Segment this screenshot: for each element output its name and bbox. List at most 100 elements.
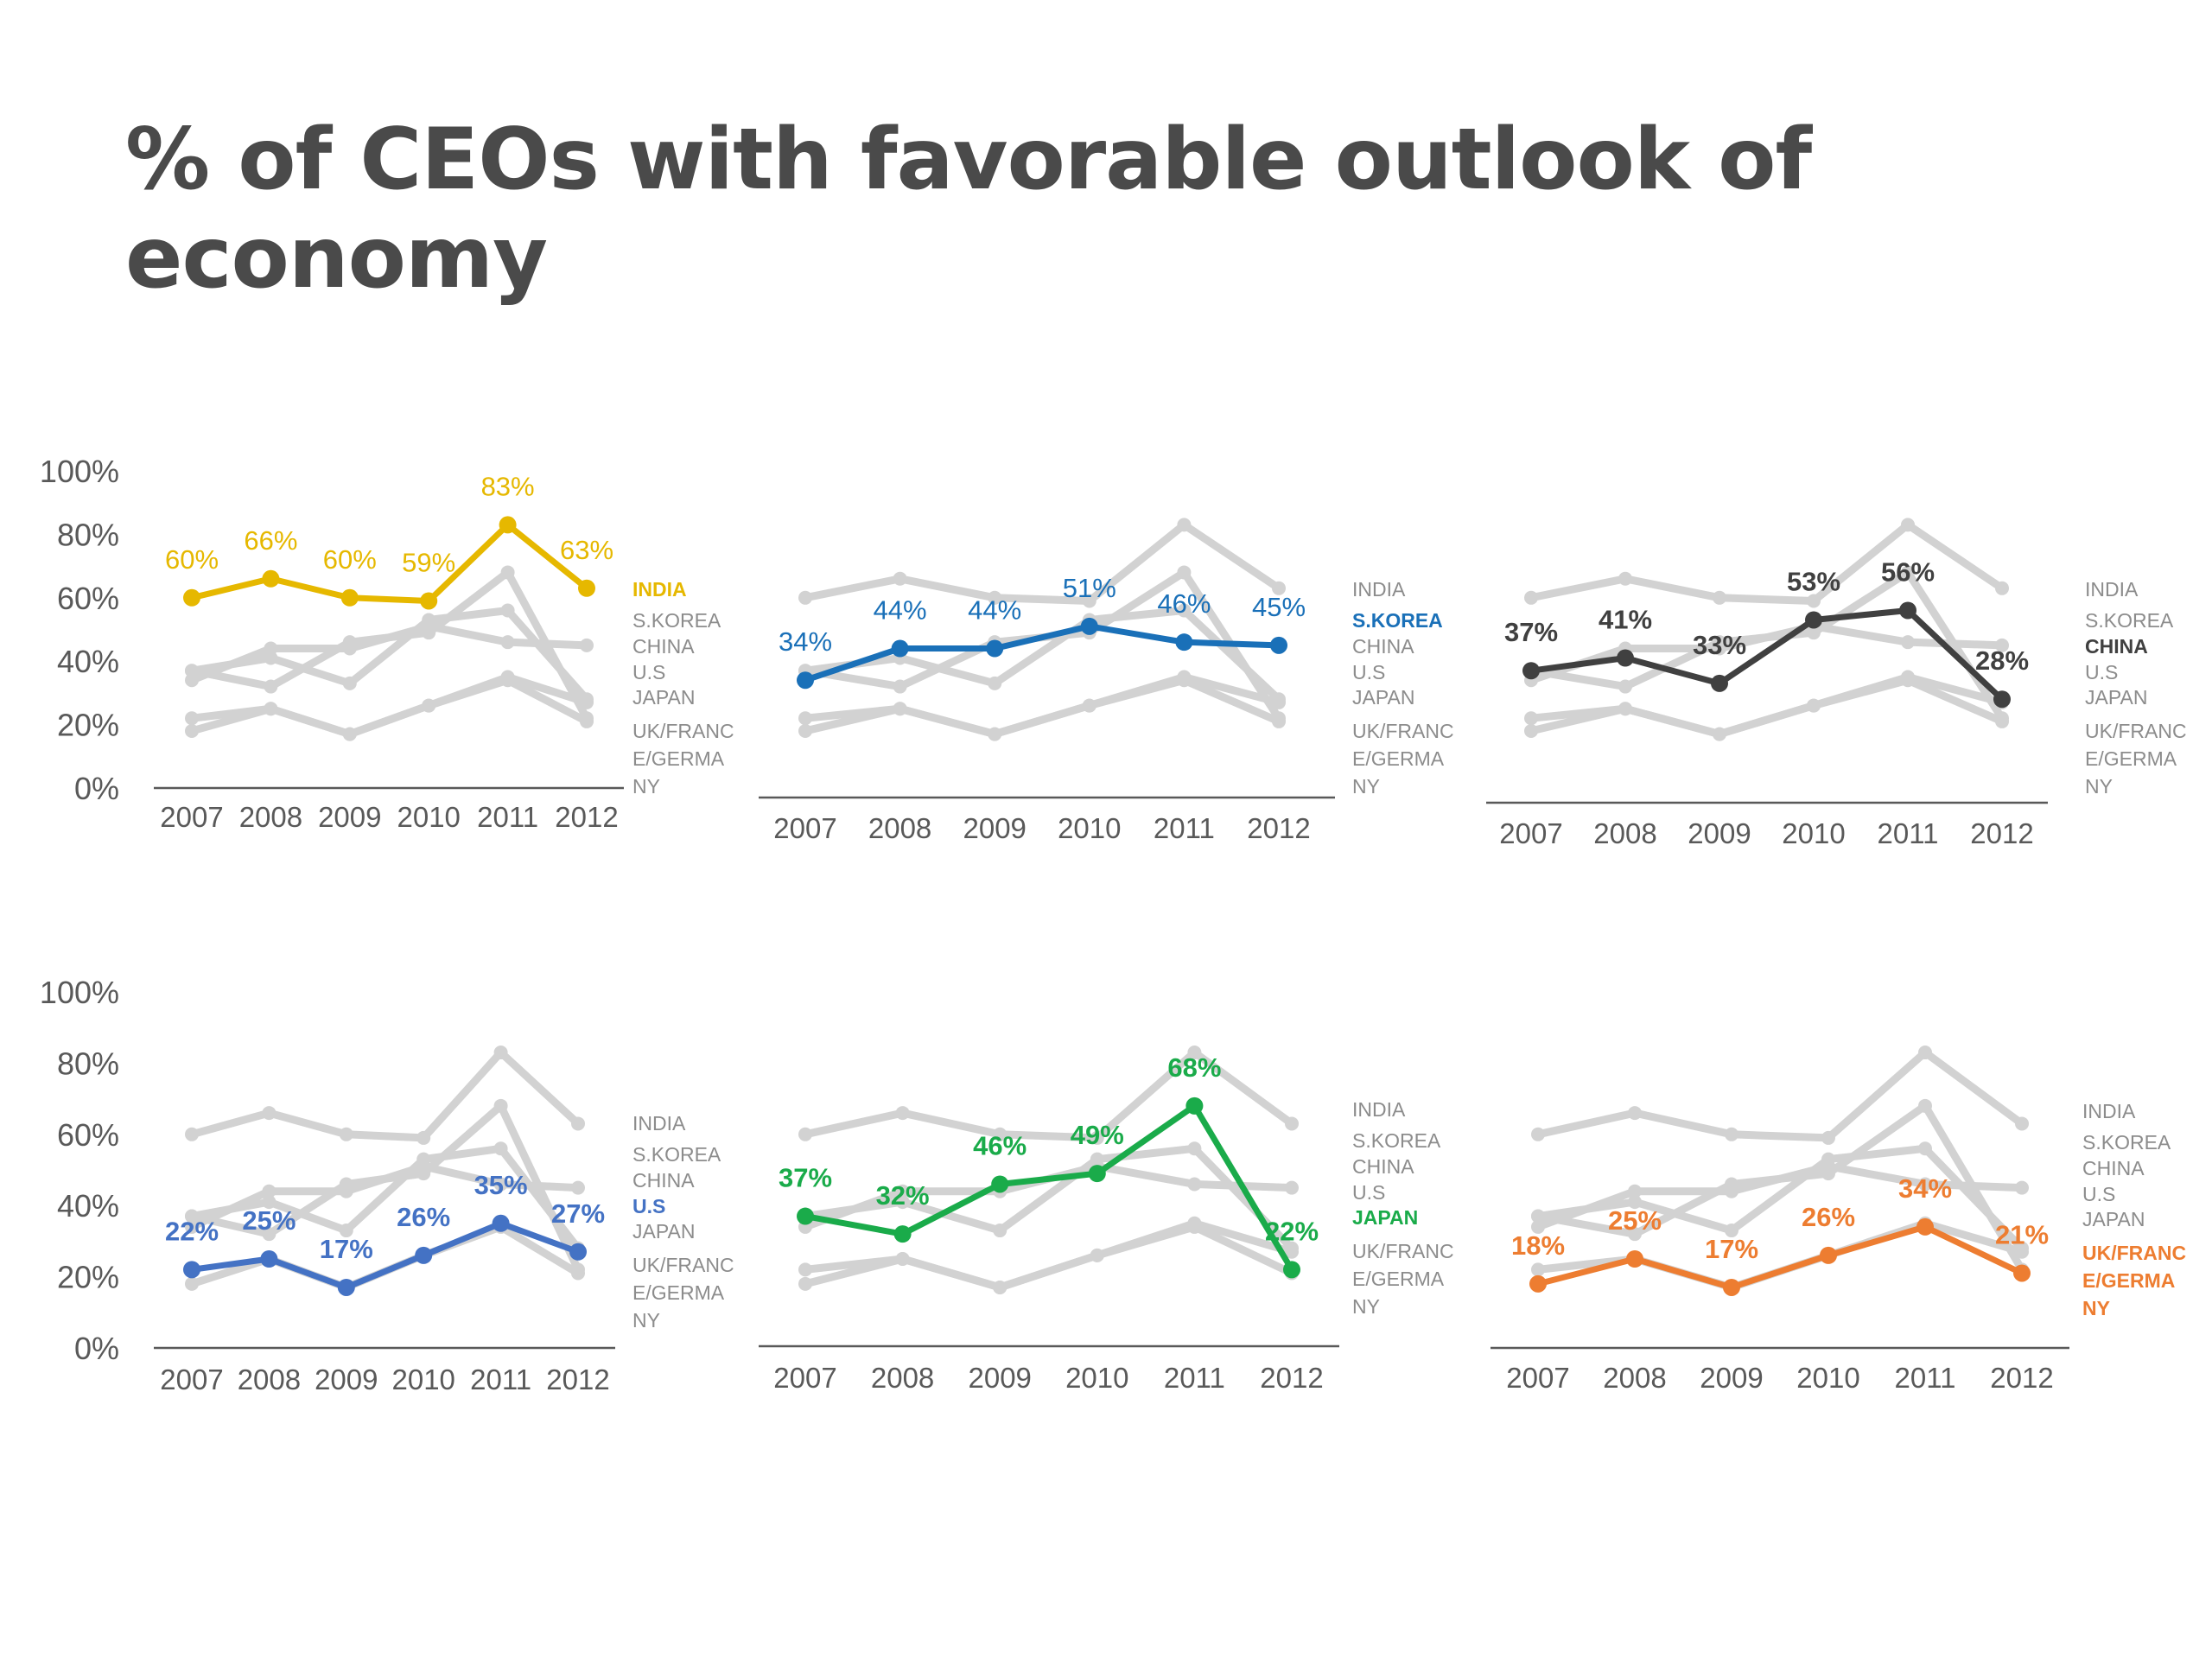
data-label: 41% [1599,605,1652,635]
x-tick-label: 2010 [397,801,460,833]
data-point-background [262,1195,276,1210]
data-point-background [339,1177,353,1192]
legend-label: INDIA [1352,578,1406,601]
data-point-background [1628,1227,1642,1242]
series-line-highlight [188,1220,582,1291]
series-line-background [188,1144,582,1253]
data-point-background [580,638,594,652]
series-line-background [801,1048,1296,1142]
data-label: 26% [397,1202,450,1232]
legend-label: E/GERMA [2082,1269,2175,1292]
data-point-background [1725,1127,1738,1141]
data-point-background [1285,1116,1299,1131]
data-point-highlight [1080,617,1098,635]
data-label: 17% [320,1234,373,1264]
series-line-background [801,1219,1296,1292]
legend-label: CHINA [2085,635,2148,658]
chart-panel-5: 2007 2008 2009 2010 2011 2012 37% 32% 46% 49% 68% 2… [759,1046,1454,1394]
series-line-background [1527,568,2006,722]
data-point-highlight [1723,1278,1740,1296]
data-point-background [2015,1244,2029,1259]
legend-label: NY [1352,775,1380,798]
legend-label: NY [1352,1295,1380,1318]
legend-label: S.KOREA [1352,1129,1441,1152]
data-label: 44% [968,595,1021,626]
data-point-highlight [986,639,1004,658]
data-point-background [798,711,812,726]
data-point-background [416,1130,431,1145]
data-point-background [1901,635,1915,650]
data-label: 49% [1071,1120,1124,1150]
legend-label: JAPAN [632,1220,695,1243]
legend-label: S.KOREA [632,1143,721,1166]
legend-label: U.S [632,661,665,683]
x-tick-label: 2010 [1058,812,1121,844]
data-point-background [416,1152,431,1166]
y-tick-label: 100% [40,454,119,489]
data-point-highlight [499,516,517,534]
data-point-background [1531,1219,1545,1234]
data-point-background [1901,673,1915,688]
data-label: 22% [165,1216,219,1246]
legend-label: JAPAN [1352,1206,1418,1229]
legend-label: UK/FRANC [1352,720,1454,742]
series-line-background [188,568,591,722]
legend-label: CHINA [632,635,695,658]
data-label: 51% [1063,573,1116,603]
series-line-background [801,520,1283,605]
legend-label: U.S [632,1195,665,1217]
data-point-background [1187,1046,1202,1060]
series-line-highlight [1528,607,2005,702]
data-point-background [893,702,907,716]
data-point-background [1187,1177,1202,1192]
series-line-background [188,1223,582,1292]
data-point-background [895,1195,910,1210]
x-tick-label: 2012 [546,1363,609,1395]
y-tick-label: 20% [57,1260,119,1295]
data-point-background [1524,590,1538,605]
data-point-background [493,1098,508,1113]
x-tick-label: 2009 [1688,817,1751,849]
series-line-background [1527,676,2006,739]
x-tick-label: 2010 [1782,817,1845,849]
data-point-background [422,626,436,640]
data-point-background [1531,1262,1545,1277]
data-point-background [1090,1248,1104,1262]
data-point-background [264,651,278,665]
x-tick-label: 2009 [315,1363,378,1395]
data-point-background [798,1276,812,1291]
data-point-background [1918,1046,1932,1060]
data-point-background [1285,1180,1299,1195]
y-tick-label: 60% [57,581,119,616]
y-tick-label: 20% [57,708,119,743]
data-point-background [1628,1184,1642,1198]
x-tick-label: 2009 [1700,1362,1763,1394]
data-label: 63% [560,535,613,565]
x-tick-label: 2011 [1164,1362,1225,1394]
data-point-background [993,1224,1007,1238]
data-point-background [1725,1177,1738,1192]
data-label: 32% [876,1180,930,1211]
data-point-highlight [340,588,359,607]
data-point-highlight [893,1225,912,1243]
data-point-background [988,676,1002,690]
y-tick-label: 80% [57,1046,119,1081]
data-point-highlight [1916,1217,1934,1236]
data-point-background [1177,518,1192,532]
legend-label: E/GERMA [632,1281,725,1304]
data-point-background [993,1280,1007,1294]
data-point-background [798,1127,812,1141]
data-label: 60% [165,544,219,575]
x-tick-label: 2012 [1970,817,2033,849]
data-point-background [1713,635,1726,650]
data-point-background [993,1127,1007,1141]
data-point-background [580,714,594,728]
series-line-background [188,606,591,703]
series-line-background [801,1144,1296,1253]
data-point-background [500,673,515,688]
data-point-highlight [262,569,280,588]
data-point-highlight [1522,662,1540,680]
data-point-highlight [492,1214,510,1232]
data-point-background [1177,603,1192,618]
x-tick-label: 2012 [1990,1362,2053,1394]
